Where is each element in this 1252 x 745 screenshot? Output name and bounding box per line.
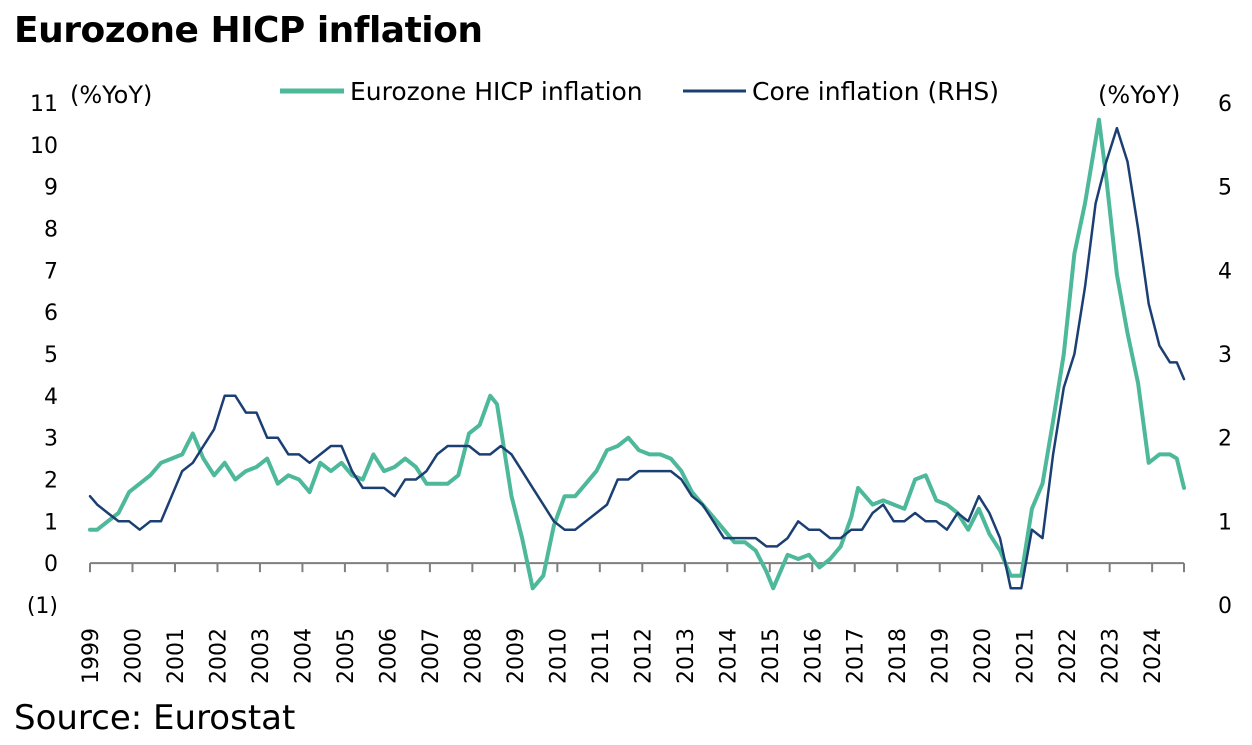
x-tick-label: 2023 xyxy=(1099,628,1124,684)
x-tick-label: 2007 xyxy=(419,628,444,684)
left-tick-label: 7 xyxy=(44,259,58,284)
x-tick-label: 2022 xyxy=(1056,628,1081,684)
right-axis-ticks: 0 1 2 3 4 5 6 xyxy=(1218,92,1232,619)
x-tick-label: 2006 xyxy=(376,628,401,684)
x-tick-label: 2002 xyxy=(206,628,231,684)
left-axis-ticks: (1) 0 1 2 3 4 5 6 7 8 9 10 11 xyxy=(27,92,58,619)
right-tick-label: 5 xyxy=(1218,176,1232,201)
left-axis-unit: (%YoY) xyxy=(70,81,152,109)
series-layer xyxy=(88,117,1186,591)
x-tick-label: 2012 xyxy=(631,628,656,684)
left-tick-label: (1) xyxy=(27,594,58,619)
core-inflation-line xyxy=(88,126,1186,590)
left-tick-label: 8 xyxy=(44,218,58,243)
x-tick-label: 2018 xyxy=(886,628,911,684)
left-tick-label: 11 xyxy=(30,92,58,117)
left-tick-label: 6 xyxy=(44,301,58,326)
source-note: Source: Eurostat xyxy=(14,698,296,738)
x-tick-label: 2015 xyxy=(759,628,784,684)
x-tick-label: 2011 xyxy=(589,628,614,684)
x-tick-label: 2016 xyxy=(801,628,826,684)
x-tick-label: 2010 xyxy=(546,628,571,684)
right-tick-label: 3 xyxy=(1218,343,1232,368)
left-tick-label: 10 xyxy=(30,134,58,159)
right-axis-unit: (%YoY) xyxy=(1098,81,1180,109)
x-axis: 1999 2000 2001 2002 2003 2004 2005 2006 2007 2008… xyxy=(79,562,1185,684)
right-tick-label: 6 xyxy=(1218,92,1232,117)
left-tick-label: 0 xyxy=(44,552,58,577)
left-tick-label: 1 xyxy=(44,510,58,535)
x-tick-label: 2003 xyxy=(249,628,274,684)
right-tick-label: 1 xyxy=(1218,510,1232,535)
x-tick-label: 2014 xyxy=(716,628,741,684)
left-tick-label: 5 xyxy=(44,343,58,368)
x-tick-label: 2024 xyxy=(1141,628,1166,684)
left-tick-label: 9 xyxy=(44,176,58,201)
right-tick-label: 0 xyxy=(1218,594,1232,619)
legend: Eurozone HICP inflation Core inflation (R… xyxy=(280,77,999,106)
x-tick-label: 2005 xyxy=(334,628,359,684)
left-tick-label: 3 xyxy=(44,427,58,452)
x-tick-label: 2008 xyxy=(461,628,486,684)
x-tick-label: 2021 xyxy=(1014,628,1039,684)
legend-label: Core inflation (RHS) xyxy=(752,77,999,106)
left-tick-label: 4 xyxy=(44,385,58,410)
right-tick-label: 4 xyxy=(1218,259,1232,284)
x-tick-label: 2004 xyxy=(291,628,316,684)
x-tick-label: 2020 xyxy=(971,628,996,684)
x-tick-label: 2009 xyxy=(504,628,529,684)
x-tick-label: 2017 xyxy=(844,628,869,684)
legend-label: Eurozone HICP inflation xyxy=(350,77,643,106)
hicp-inflation-line xyxy=(88,117,1186,591)
x-tick-label: 2019 xyxy=(929,628,954,684)
x-tick-label: 2001 xyxy=(164,628,189,684)
right-tick-label: 2 xyxy=(1218,427,1232,452)
chart-title: Eurozone HICP inflation xyxy=(14,10,483,51)
x-tick-label: 1999 xyxy=(79,628,104,684)
x-tick-label: 2000 xyxy=(121,628,146,684)
left-tick-label: 2 xyxy=(44,469,58,494)
x-tick-label: 2013 xyxy=(674,628,699,684)
